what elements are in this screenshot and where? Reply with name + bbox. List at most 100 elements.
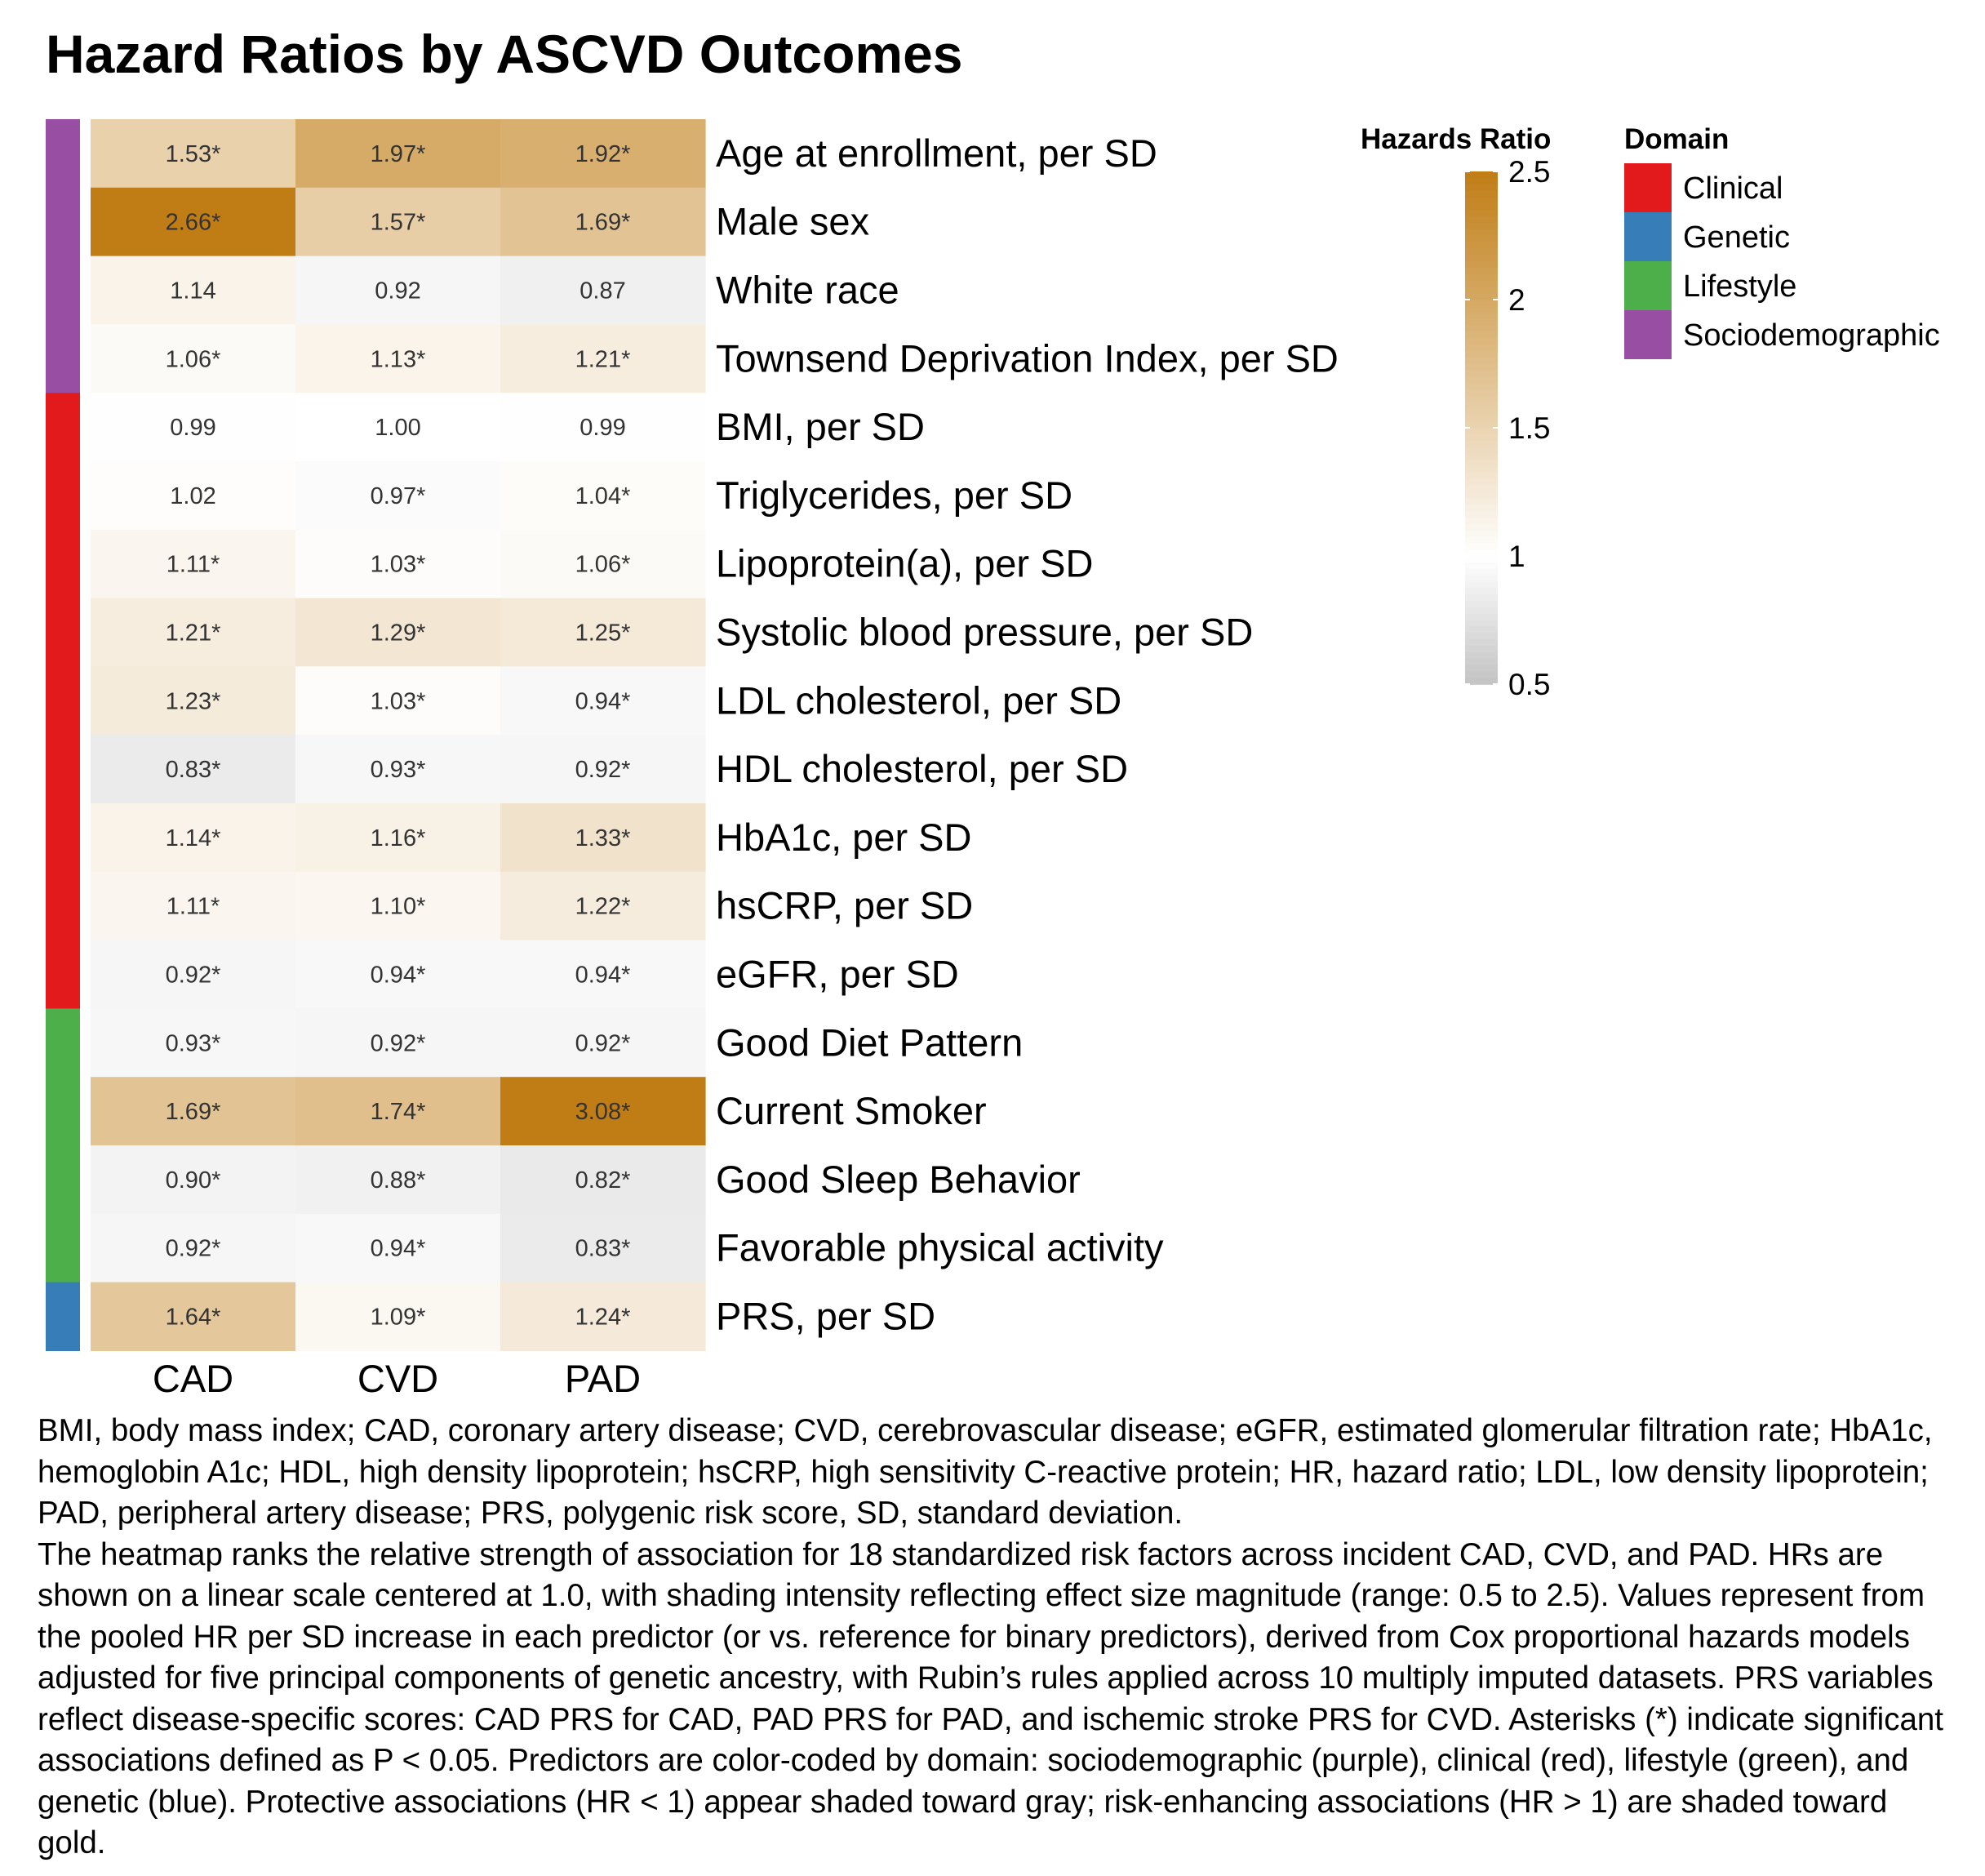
domain-legend-label: Sociodemographic xyxy=(1683,318,1940,353)
heatmap-cell xyxy=(500,461,706,531)
colorbar-segment xyxy=(1465,658,1498,666)
colorbar-segment xyxy=(1465,363,1498,371)
cell-value-label: 0.92* xyxy=(575,1030,631,1056)
cell-value-label: 0.90* xyxy=(166,1167,221,1194)
heatmap-cell xyxy=(295,735,501,804)
colorbar-segment xyxy=(1465,549,1498,557)
domain-strip-cell xyxy=(46,1077,80,1146)
colorbar-segment xyxy=(1465,408,1498,416)
cell-value-label: 0.94* xyxy=(371,962,426,989)
heatmap-cell xyxy=(91,1145,296,1215)
heatmap-cell xyxy=(295,461,501,531)
cell-value-label: 1.03* xyxy=(371,688,426,714)
cell-value-label: 0.92* xyxy=(371,1030,426,1056)
colorbar-segment xyxy=(1465,633,1498,640)
colorbar-segment xyxy=(1465,255,1498,262)
colorbar-segment xyxy=(1465,203,1498,211)
domain-strip-cell xyxy=(46,119,80,189)
domain-strip-cell xyxy=(46,461,80,531)
row-label: Triglycerides, per SD xyxy=(716,473,1072,517)
colorbar-segment xyxy=(1465,671,1498,678)
cell-value-label: 1.09* xyxy=(371,1305,426,1331)
heatmap-cell xyxy=(500,940,706,1009)
colorbar-segment xyxy=(1465,678,1498,685)
row-label: Lipoprotein(a), per SD xyxy=(716,542,1093,585)
cell-value-label: 1.33* xyxy=(575,825,631,851)
cell-value-label: 1.25* xyxy=(575,620,631,647)
heatmap-cell xyxy=(500,1213,706,1283)
domain-strip-cell xyxy=(46,1282,80,1351)
row-label: Good Diet Pattern xyxy=(716,1020,1023,1064)
colorbar-segment xyxy=(1465,395,1498,403)
domain-legend-label: Genetic xyxy=(1683,220,1790,255)
heatmap-cell xyxy=(91,119,296,189)
cell-value-label: 1.74* xyxy=(371,1099,426,1125)
heatmap-cell xyxy=(91,1213,296,1283)
heatmap-cell xyxy=(295,666,501,736)
column-label: CVD xyxy=(357,1357,438,1400)
heatmap-cell xyxy=(500,666,706,736)
domain-strip-cell xyxy=(46,1008,80,1078)
cell-value-label: 0.92* xyxy=(166,1236,221,1262)
domain-strip-cell xyxy=(46,324,80,393)
colorbar-segment xyxy=(1465,543,1498,550)
colorbar-segment xyxy=(1465,645,1498,653)
heatmap-cell xyxy=(91,393,296,462)
heatmap-cell xyxy=(500,256,706,325)
caption-description: The heatmap ranks the relative strength … xyxy=(38,1536,1943,1861)
heatmap-cell xyxy=(295,187,501,257)
domain-strip-cell xyxy=(46,803,80,873)
heatmap-cell xyxy=(91,461,296,531)
heatmap-cell xyxy=(295,119,501,189)
colorbar-title: Hazards Ratio xyxy=(1361,123,1551,155)
domain-legend-swatch xyxy=(1624,261,1672,310)
cell-value-label: 1.64* xyxy=(166,1305,221,1331)
domain-strip-cell xyxy=(46,871,80,941)
domain-strip-cell xyxy=(46,940,80,1009)
heatmap-cell xyxy=(91,940,296,1009)
cell-value-label: 1.69* xyxy=(166,1099,221,1125)
colorbar-segment xyxy=(1465,389,1498,397)
heatmap-cell xyxy=(500,1077,706,1146)
heatmap-cell xyxy=(295,803,501,873)
colorbar-segment xyxy=(1465,376,1498,384)
domain-strip-cell xyxy=(46,187,80,257)
colorbar-segment xyxy=(1465,620,1498,628)
cell-value-label: 1.14* xyxy=(166,825,221,851)
heatmap-cell xyxy=(295,529,501,599)
colorbar-segment xyxy=(1465,229,1498,237)
colorbar-segment xyxy=(1465,536,1498,545)
cell-value-label: 1.03* xyxy=(371,552,426,578)
colorbar-tick-label: 1 xyxy=(1508,540,1525,573)
cell-value-label: 1.97* xyxy=(371,141,426,167)
row-label: hsCRP, per SD xyxy=(716,884,973,927)
heatmap-cell xyxy=(295,256,501,325)
cell-value-label: 1.21* xyxy=(575,346,631,372)
colorbar-segment xyxy=(1465,273,1498,282)
cell-value-label: 1.24* xyxy=(575,1305,631,1331)
row-label: Favorable physical activity xyxy=(716,1226,1164,1269)
heatmap-cell xyxy=(500,1145,706,1215)
colorbar-segment xyxy=(1465,260,1498,269)
cell-value-label: 1.11* xyxy=(167,894,220,920)
colorbar-segment xyxy=(1465,428,1498,435)
row-label: Male sex xyxy=(716,200,869,243)
row-label: BMI, per SD xyxy=(716,405,925,448)
cell-value-label: 1.57* xyxy=(371,210,426,236)
colorbar-segment xyxy=(1465,517,1498,525)
cell-value-label: 0.92 xyxy=(375,278,420,305)
colorbar-segment xyxy=(1465,466,1498,473)
colorbar-segment xyxy=(1465,556,1498,563)
domain-strip-cell xyxy=(46,598,80,667)
chart-title: Hazard Ratios by ASCVD Outcomes xyxy=(46,24,963,84)
cell-value-label: 1.06* xyxy=(166,346,221,372)
cell-value-label: 0.83* xyxy=(575,1236,631,1262)
heatmap-chart: 1.53* 1.97* 1.92* Age at enrollment, per SD… xyxy=(46,119,1940,1400)
colorbar-segment xyxy=(1465,498,1498,505)
colorbar-segment xyxy=(1465,293,1498,300)
cell-value-label: 1.16* xyxy=(371,825,426,851)
cell-value-label: 1.22* xyxy=(575,894,631,920)
cell-value-label: 0.87 xyxy=(580,278,625,305)
domain-strip-cell xyxy=(46,256,80,325)
heatmap-cell xyxy=(91,803,296,873)
